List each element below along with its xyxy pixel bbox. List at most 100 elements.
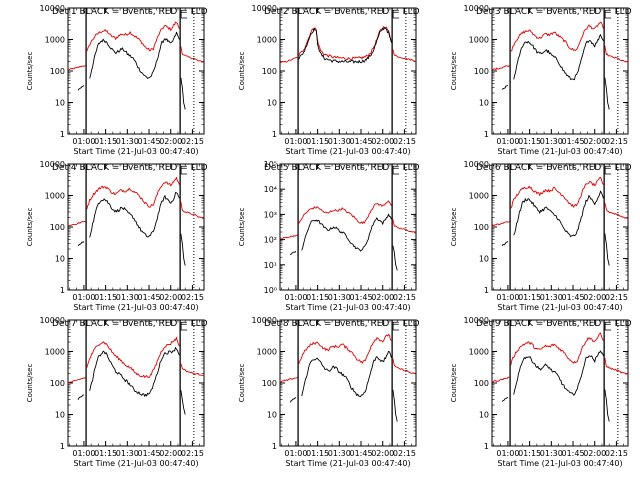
x-tick-label: 02:15	[605, 137, 628, 146]
x-tick-label: 01:30	[540, 137, 563, 146]
lld-series-pre	[279, 56, 298, 64]
x-tick-label: 01:00	[496, 137, 519, 146]
plot-frame	[67, 163, 205, 291]
y-axis-label: Counts/sec	[238, 208, 246, 247]
x-tick-label: 01:45	[137, 137, 160, 146]
x-tick-label: 01:45	[137, 293, 160, 302]
y-axis-label: Counts/sec	[26, 52, 34, 91]
events-series	[89, 192, 180, 238]
x-tick-label: 01:30	[540, 293, 563, 302]
panel-title: Det 1 BLACK = Events, RED = LLD	[52, 7, 208, 17]
x-tick-label: 01:45	[137, 449, 160, 458]
x-tick-label: 01:15	[518, 293, 541, 302]
legend-bracket	[604, 166, 612, 175]
panel-title: Det 3 BLACK = Events, RED = LLD	[476, 7, 632, 17]
y-tick-label: 10000	[40, 160, 65, 169]
lld-series	[298, 200, 392, 224]
y-tick-label: 10⁴	[264, 185, 277, 194]
legend-bracket	[604, 10, 612, 19]
y-tick-label: 1	[60, 286, 65, 295]
x-tick-label: 02:00	[583, 449, 606, 458]
x-tick-label: 01:00	[72, 449, 95, 458]
y-tick-label: 100	[474, 67, 489, 76]
lld-series	[86, 21, 180, 52]
events-series-pre	[501, 241, 509, 247]
panel-title: Det 8 BLACK = Events, RED = LLD	[264, 319, 420, 329]
x-tick-label: 01:45	[349, 137, 372, 146]
events-series-tail	[392, 245, 398, 271]
lld-series-post	[180, 46, 205, 63]
legend-bracket	[604, 322, 612, 331]
x-axis-label: Start Time (21-Jul-03 00:47:40)	[285, 459, 410, 468]
plot-frame	[491, 163, 629, 291]
legend-bracket	[392, 10, 400, 19]
legend-bracket	[392, 322, 400, 331]
x-tick-label: 01:15	[94, 449, 117, 458]
y-tick-label: 1	[60, 130, 65, 139]
panel-title: Det 6 BLACK = Events, RED = LLD	[476, 163, 632, 173]
events-series	[513, 350, 604, 396]
events-series-tail	[180, 390, 186, 415]
lld-series	[510, 332, 604, 366]
x-axis-label: Start Time (21-Jul-03 00:47:40)	[285, 147, 410, 156]
lld-series	[298, 26, 392, 61]
y-axis-label: Counts/sec	[26, 208, 34, 247]
y-tick-label: 10	[479, 411, 489, 420]
y-tick-label: 1000	[469, 348, 489, 357]
x-tick-label: 01:30	[328, 293, 351, 302]
y-tick-label: 100	[474, 379, 489, 388]
x-tick-label: 01:45	[561, 137, 584, 146]
lld-series-post	[392, 49, 417, 62]
lld-series-pre	[491, 221, 510, 227]
y-tick-label: 10	[479, 255, 489, 264]
y-tick-label: 10000	[464, 4, 489, 13]
x-tick-label: 01:45	[349, 293, 372, 302]
lld-series	[298, 334, 392, 365]
y-tick-label: 10000	[40, 316, 65, 325]
x-tick-label: 01:30	[116, 449, 139, 458]
y-tick-label: 1	[60, 442, 65, 451]
x-tick-label: 02:00	[159, 137, 182, 146]
lld-series-post	[604, 202, 629, 219]
y-tick-label: 10³	[264, 210, 277, 219]
x-tick-label: 01:00	[284, 137, 307, 146]
panel-det-7: Det 7 BLACK = Events, RED = LLD 1 10 100 100…	[26, 316, 208, 468]
lld-series-post	[180, 363, 205, 376]
x-tick-label: 01:00	[496, 449, 519, 458]
panel-det-2: Det 2 BLACK = Events, RED = LLD 1 10 100 100…	[238, 4, 420, 156]
plot-frame	[279, 7, 417, 135]
plot-frame	[67, 7, 205, 135]
lld-series-pre	[67, 377, 86, 384]
x-tick-label: 01:00	[72, 137, 95, 146]
y-tick-label: 1	[484, 442, 489, 451]
lld-series-pre	[279, 234, 298, 239]
y-tick-label: 100	[50, 379, 65, 388]
y-tick-label: 10⁰	[264, 286, 277, 295]
events-series-tail	[392, 389, 398, 422]
x-tick-label: 02:00	[583, 137, 606, 146]
x-tick-label: 01:15	[518, 449, 541, 458]
legend-bracket	[180, 166, 188, 175]
y-axis-label: Counts/sec	[450, 364, 458, 403]
y-axis-label: Counts/sec	[450, 208, 458, 247]
lld-series-post	[392, 219, 417, 234]
y-tick-label: 1	[272, 130, 277, 139]
panel-title: Det 4 BLACK = Events, RED = LLD	[52, 163, 208, 173]
x-axis-label: Start Time (21-Jul-03 00:47:40)	[497, 459, 622, 468]
y-tick-label: 10000	[252, 4, 277, 13]
x-tick-label: 02:15	[393, 293, 416, 302]
legend-bracket	[392, 166, 400, 175]
y-tick-label: 10	[55, 255, 65, 264]
plot-frame	[491, 319, 629, 447]
y-tick-label: 1000	[45, 192, 65, 201]
y-tick-label: 10¹	[264, 261, 277, 270]
panel-det-8: Det 8 BLACK = Events, RED = LLD 1 10 100 100…	[238, 316, 420, 468]
events-series	[301, 213, 392, 252]
x-tick-label: 02:00	[583, 293, 606, 302]
lld-series-post	[604, 45, 629, 63]
x-tick-label: 01:30	[328, 449, 351, 458]
x-tick-label: 01:30	[328, 137, 351, 146]
events-series-pre	[501, 396, 509, 402]
lld-series-post	[392, 358, 417, 375]
x-tick-label: 02:15	[605, 293, 628, 302]
